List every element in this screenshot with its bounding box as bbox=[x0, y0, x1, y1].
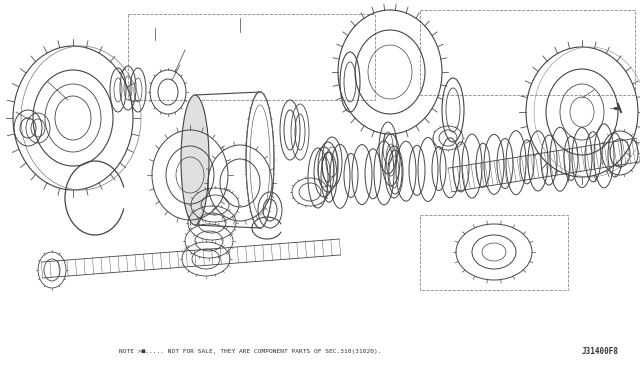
Text: NOTE >■..... NOT FOR SALE, THEY ARE COMPONENT PARTS OF SEC.310(31020).: NOTE >■..... NOT FOR SALE, THEY ARE COMP… bbox=[119, 350, 381, 355]
Bar bbox=[420, 10, 635, 95]
Bar bbox=[128, 14, 375, 100]
Bar bbox=[420, 215, 568, 290]
Text: J31400F8: J31400F8 bbox=[582, 347, 618, 356]
Ellipse shape bbox=[181, 95, 209, 225]
